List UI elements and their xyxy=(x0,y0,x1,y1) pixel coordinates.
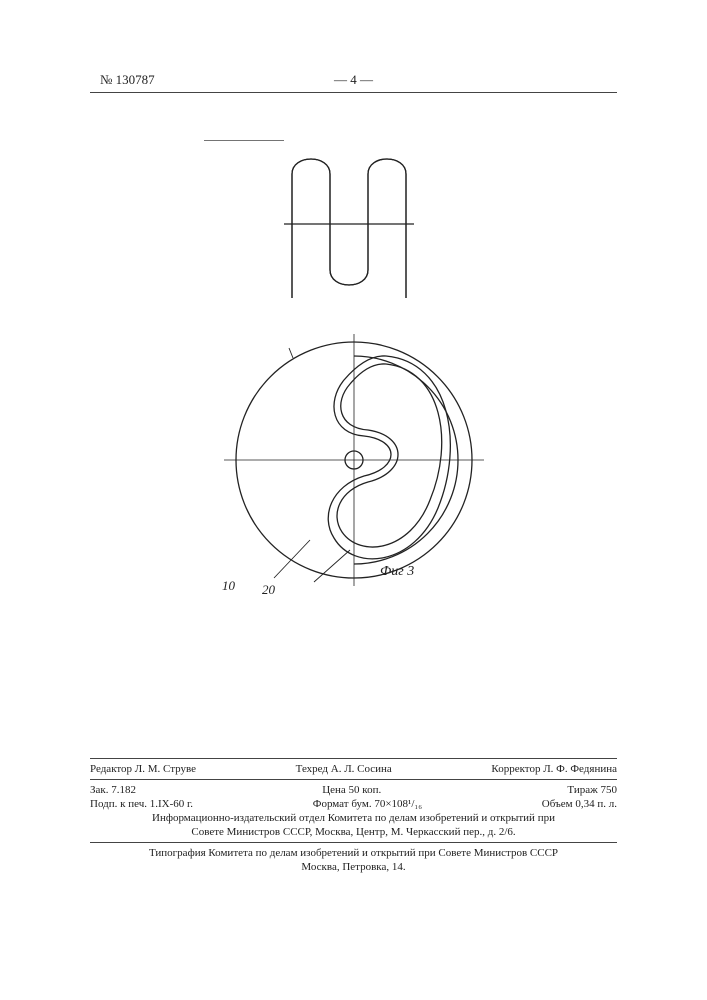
printer-line-1: Типография Комитета по делам изобретений… xyxy=(90,847,617,859)
helix xyxy=(292,159,406,298)
tick-mark xyxy=(289,348,293,358)
header-rule xyxy=(90,92,617,93)
page-number: — 4 — xyxy=(334,72,373,88)
colophon-row-order: Зак. 7.182 Цена 50 коп. Тираж 750 xyxy=(90,784,617,796)
print-run: Тираж 750 xyxy=(567,784,617,796)
corrector: Корректор Л. Ф. Федянина xyxy=(491,763,617,775)
colophon-row-credits: Редактор Л. М. Струве Техред А. Л. Сосин… xyxy=(90,763,617,775)
tech-editor: Техред А. Л. Сосина xyxy=(296,763,392,775)
price: Цена 50 коп. xyxy=(322,784,381,796)
colophon-rule-3 xyxy=(90,842,617,843)
paper-format: Формат бум. 70×108¹/₁₆ xyxy=(313,798,422,810)
signed-to-print: Подп. к печ. 1.IX-60 г. xyxy=(90,798,193,810)
order-no: Зак. 7.182 xyxy=(90,784,136,796)
publisher-line-1: Информационно-издательский отдел Комитет… xyxy=(90,812,617,824)
figure-caption: Фиг 3 xyxy=(380,564,414,580)
figure-svg xyxy=(204,140,504,590)
figure-geometry xyxy=(224,159,484,586)
volume: Объем 0,34 п. л. xyxy=(542,798,617,810)
page-root: № 130787 — 4 — xyxy=(0,0,707,1000)
leader-10 xyxy=(274,540,310,578)
label-10: 10 xyxy=(222,578,235,594)
helix-path xyxy=(292,159,406,298)
publisher-line-2: Совете Министров СССР, Москва, Центр, М.… xyxy=(90,826,617,838)
doc-number: № 130787 xyxy=(100,72,155,88)
printer-line-2: Москва, Петровка, 14. xyxy=(90,861,617,873)
label-20: 20 xyxy=(262,582,275,598)
editor: Редактор Л. М. Струве xyxy=(90,763,196,775)
colophon-row-format: Подп. к печ. 1.IX-60 г. Формат бум. 70×1… xyxy=(90,798,617,810)
figure-3: 10 20 Фиг 3 xyxy=(0,140,707,600)
colophon-rule-2 xyxy=(90,779,617,780)
colophon-rule-1 xyxy=(90,758,617,759)
cam-groove-inner xyxy=(337,364,442,547)
colophon: Редактор Л. М. Струве Техред А. Л. Сосин… xyxy=(90,754,617,875)
